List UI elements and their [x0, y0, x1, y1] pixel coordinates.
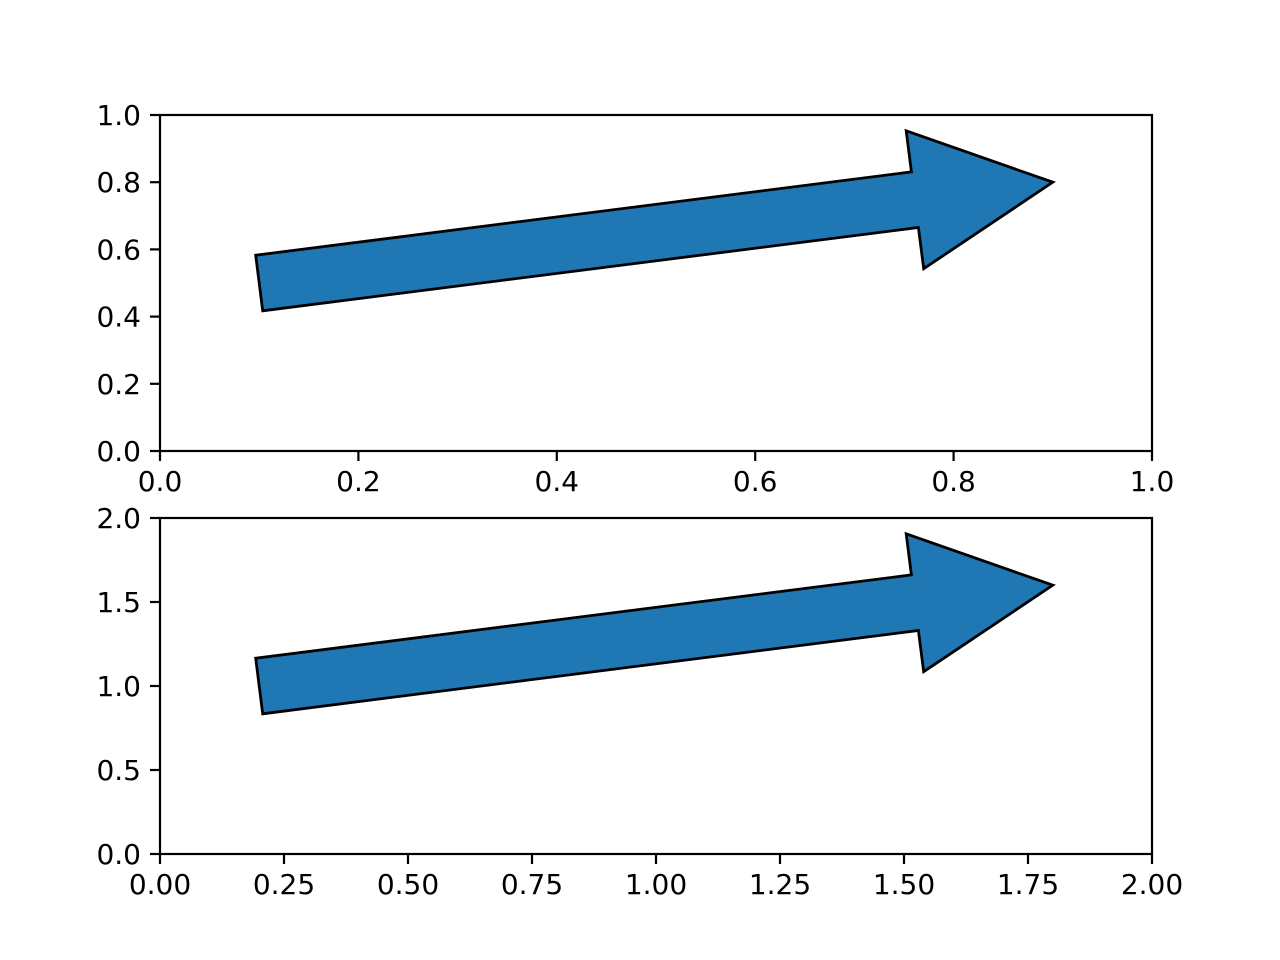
x-tick-label: 0.75 — [501, 868, 563, 901]
subplot-1: 0.0 0.2 0.4 0.6 0.8 1.0 0.0 0.2 0.4 0.6 0.8 1.0 — [96, 99, 1174, 498]
y-tick-label: 0.4 — [96, 301, 141, 334]
x-tick-label: 1.75 — [997, 868, 1059, 901]
y-tick-label: 1.0 — [96, 670, 141, 703]
x-tick-label: 1.00 — [625, 868, 687, 901]
axes-frame — [158, 516, 1154, 856]
x-tick-label: 1.25 — [749, 868, 811, 901]
y-tick-label: 0.5 — [96, 754, 141, 787]
y-tick-label: 1.0 — [96, 99, 141, 132]
y-tick-label: 0.8 — [96, 166, 141, 199]
y-tick-label: 0.2 — [96, 368, 141, 401]
x-tick-label: 0.50 — [377, 868, 439, 901]
fancy-arrow — [254, 128, 1056, 313]
y-tick-label: 2.0 — [96, 502, 141, 535]
y-tick-label: 0.0 — [96, 435, 141, 468]
fancy-arrow — [254, 531, 1056, 716]
x-tick-label: 0.25 — [253, 868, 315, 901]
x-tick-label: 1.50 — [873, 868, 935, 901]
x-tick-label: 0.00 — [129, 868, 191, 901]
x-tick-label: 2.00 — [1121, 868, 1183, 901]
y-tick-label: 0.0 — [96, 838, 141, 871]
x-tick-label: 0.4 — [535, 465, 580, 498]
x-tick-label: 1.0 — [1130, 465, 1175, 498]
axes-frame — [158, 113, 1154, 453]
y-tick-label: 1.5 — [96, 586, 141, 619]
subplot-2: 0.00 0.25 0.50 0.75 1.00 1.25 1.50 1.75 2.00 0.0 0… — [96, 502, 1183, 901]
x-tick-label: 0.6 — [733, 465, 778, 498]
x-tick-label: 0.2 — [336, 465, 381, 498]
y-tick-label: 0.6 — [96, 233, 141, 266]
x-tick-label: 0.0 — [138, 465, 183, 498]
x-tick-label: 0.8 — [931, 465, 976, 498]
